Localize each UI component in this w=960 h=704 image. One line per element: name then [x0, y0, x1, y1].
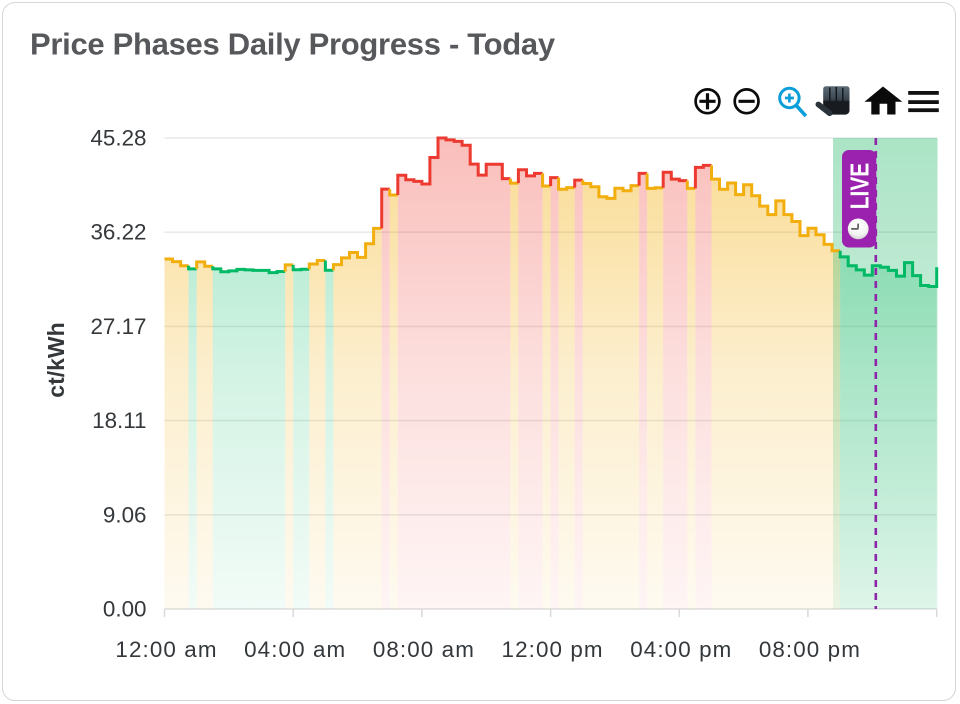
svg-text:Price Phases Daily Progress -: Price Phases Daily Progress - Today	[30, 27, 556, 62]
svg-text:04:00 pm: 04:00 pm	[630, 637, 732, 662]
svg-text:04:00 am: 04:00 am	[244, 637, 346, 662]
svg-text:27.17: 27.17	[90, 314, 146, 339]
svg-text:18.11: 18.11	[92, 408, 146, 433]
svg-text:08:00 am: 08:00 am	[373, 637, 475, 662]
svg-text:LIVE: LIVE	[846, 163, 874, 210]
svg-text:45.28: 45.28	[90, 126, 146, 151]
svg-text:ct/kWh: ct/kWh	[43, 322, 69, 397]
svg-text:9.06: 9.06	[103, 502, 147, 527]
svg-text:12:00 am: 12:00 am	[115, 637, 217, 662]
svg-text:0.00: 0.00	[103, 597, 147, 622]
svg-text:12:00 pm: 12:00 pm	[502, 637, 604, 662]
svg-text:08:00 pm: 08:00 pm	[759, 637, 861, 662]
svg-text:36.22: 36.22	[90, 220, 146, 245]
